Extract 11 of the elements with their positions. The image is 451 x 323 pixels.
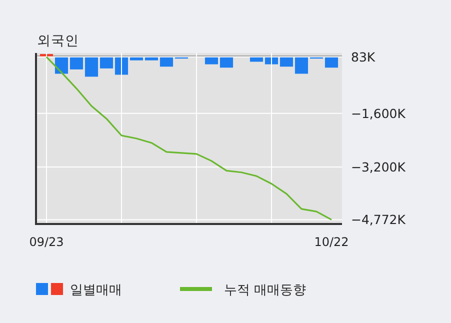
x-tick-label: 10/22 [314, 235, 349, 249]
chart-title: 외국인 [37, 33, 79, 49]
y-tick-label: −1,600K [351, 106, 406, 121]
x-tick-label: 09/23 [29, 235, 64, 249]
legend-item: 일별매매 [36, 283, 122, 298]
legend-label: 일별매매 [70, 283, 122, 298]
y-tick-label: −3,200K [351, 160, 406, 174]
y-tick-label: −4,772K [351, 212, 406, 228]
legend-item: 누적 매매동향 [180, 283, 306, 298]
y-tick-label: 83K [351, 49, 376, 64]
legend-label: 누적 매매동향 [224, 283, 306, 298]
